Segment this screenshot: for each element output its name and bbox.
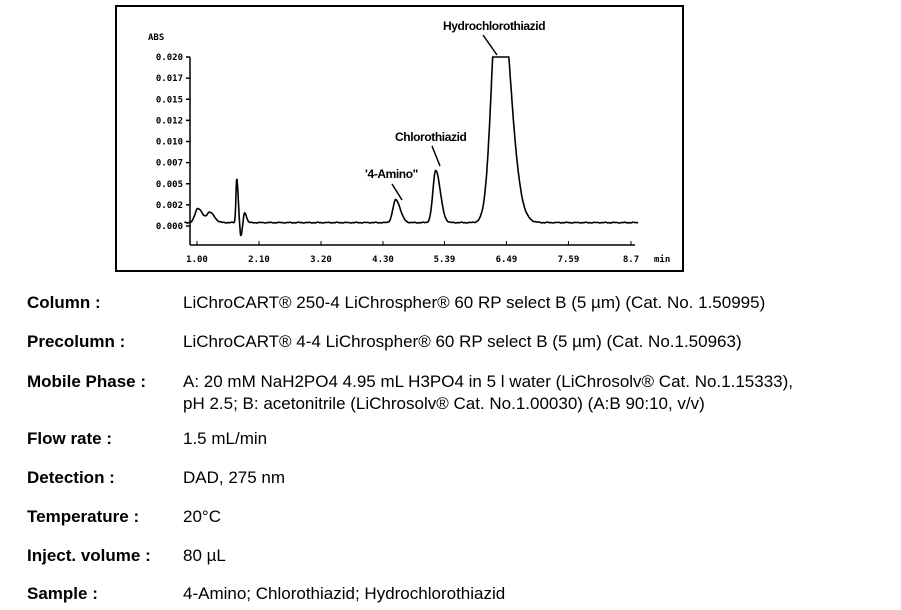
peak-leader-line [482, 34, 498, 56]
peak-label: '4-Amino" [365, 167, 418, 181]
y-tick-label: 0.020 [156, 53, 183, 63]
spec-value: 20°C [183, 507, 221, 526]
y-tick-label: 0.015 [156, 95, 183, 105]
y-tick-label: 0.012 [156, 116, 183, 126]
x-unit-label: min [654, 254, 670, 265]
chromatogram-trace [184, 56, 639, 237]
spec-label: Sample : [27, 584, 98, 603]
spec-value: 4-Amino; Chlorothiazid; Hydrochlorothiaz… [183, 584, 506, 603]
spec-value: LiChroCART® 4-4 LiChrospher® 60 RP selec… [183, 332, 742, 351]
spec-value: pH 2.5; B: acetonitrile (LiChrosolv® Cat… [183, 394, 705, 413]
x-tick-label: 6.49 [496, 255, 518, 265]
spec-value: A: 20 mM NaH2PO4 4.95 mL H3PO4 in 5 l wa… [183, 372, 793, 391]
spec-label: Temperature : [27, 507, 140, 526]
y-tick-label: 0.007 [156, 159, 183, 169]
x-tick-label: 8.7 [623, 255, 639, 265]
chart-frame [115, 5, 684, 272]
spec-value: DAD, 275 nm [183, 468, 286, 487]
y-tick-label: 0.002 [156, 201, 183, 211]
y-axis-label: ABS [148, 33, 164, 43]
spec-value: 1.5 mL/min [183, 429, 268, 448]
spec-label: Mobile Phase : [27, 372, 147, 391]
peak-leader-line [431, 145, 441, 167]
x-tick-label: 5.39 [434, 255, 456, 265]
spec-label: Flow rate : [27, 429, 113, 448]
x-tick-label: 2.10 [248, 255, 270, 265]
spec-label: Inject. volume : [27, 546, 151, 565]
y-tick-label: 0.017 [156, 74, 183, 84]
spec-label: Column : [27, 293, 101, 312]
spec-value: LiChroCART® 250-4 LiChrospher® 60 RP sel… [183, 293, 766, 312]
spec-value: 80 µL [183, 546, 226, 565]
x-tick-label: 4.30 [372, 255, 394, 265]
peak-leader-line [391, 183, 403, 201]
spec-label: Precolumn : [27, 332, 126, 351]
peak-label: Hydrochlorothiazid [443, 19, 545, 33]
spec-label: Detection : [27, 468, 115, 487]
x-tick-label: 7.59 [558, 255, 580, 265]
chromatogram: ABS 0.020 0.017 0.015 0.012 0.010 0.007 0.005 0… [115, 5, 684, 272]
x-tick-label: 3.20 [310, 255, 332, 265]
y-tick-label: 0.000 [156, 222, 183, 232]
y-tick-label: 0.005 [156, 180, 183, 190]
y-tick-label: 0.010 [156, 138, 183, 148]
peak-label: Chlorothiazid [395, 130, 467, 144]
x-tick-label: 1.00 [186, 255, 208, 265]
